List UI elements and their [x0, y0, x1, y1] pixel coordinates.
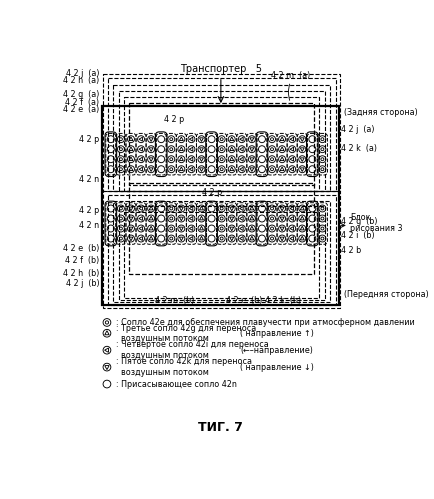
- Text: : Третье сопло 42g для переноса
  воздушным потоком: : Третье сопло 42g для переноса воздушны…: [116, 323, 256, 343]
- Bar: [113, 84, 330, 191]
- Text: 4 2 n: 4 2 n: [79, 221, 99, 230]
- Bar: [118, 206, 325, 300]
- Bar: [113, 201, 330, 302]
- Text: 4 2 i  (b): 4 2 i (b): [341, 231, 375, 240]
- Text: (←–направление): (←–направление): [240, 346, 313, 355]
- Text: (Задняя сторона): (Задняя сторона): [344, 108, 418, 117]
- Text: ( направление ↓): ( направление ↓): [240, 363, 314, 372]
- Bar: [103, 191, 340, 308]
- Text: Блок
рисования 3: Блок рисования 3: [350, 214, 403, 233]
- Bar: [124, 97, 319, 191]
- Bar: [102, 106, 339, 305]
- Text: 4 2 p: 4 2 p: [164, 115, 184, 124]
- Text: 4 2 e  (a): 4 2 e (a): [63, 105, 99, 114]
- Text: 4 2 p: 4 2 p: [201, 188, 222, 197]
- Text: 4 2 j  (a): 4 2 j (a): [341, 125, 375, 134]
- Text: 4 2 h  (a): 4 2 h (a): [63, 76, 99, 85]
- Bar: [108, 78, 335, 191]
- Text: 4 2 j  (a): 4 2 j (a): [66, 69, 99, 78]
- Text: 4 2 b: 4 2 b: [341, 247, 361, 255]
- Text: (Передняя сторона): (Передняя сторона): [344, 290, 429, 299]
- Text: ( направление ↑): ( направление ↑): [240, 329, 314, 338]
- Text: : Сопло 42е для обеспечения плавучести при атмосферном давлении: : Сопло 42е для обеспечения плавучести п…: [116, 318, 415, 327]
- Text: 4 2 k  (b): 4 2 k (b): [265, 295, 301, 304]
- Text: 4 2 g  (b): 4 2 g (b): [341, 217, 378, 226]
- Text: 4 2 f  (a): 4 2 f (a): [65, 98, 99, 107]
- Text: 4 2 f  (b): 4 2 f (b): [65, 255, 99, 264]
- Text: 4 2 h  (b): 4 2 h (b): [63, 268, 99, 277]
- Text: 4 2 p: 4 2 p: [79, 135, 99, 144]
- Bar: [124, 212, 319, 298]
- Bar: [118, 91, 325, 191]
- Bar: [108, 196, 335, 305]
- Text: Транспортер   5: Транспортер 5: [180, 64, 262, 74]
- Bar: [129, 103, 314, 185]
- Bar: [103, 74, 340, 191]
- Text: : Присасывающее сопло 42n: : Присасывающее сопло 42n: [116, 380, 237, 389]
- Text: 4 2 e  (b): 4 2 e (b): [63, 244, 99, 253]
- Text: 4 2 n: 4 2 n: [79, 175, 99, 184]
- Text: 4 2 m  (a): 4 2 m (a): [271, 71, 310, 80]
- Text: ΤИГ. 7: ΤИГ. 7: [198, 422, 243, 435]
- Text: 4 2 p: 4 2 p: [79, 206, 99, 215]
- Bar: [129, 183, 314, 274]
- Text: : Четвертое сопло 42i для переноса
  воздушным потоком: : Четвертое сопло 42i для переноса возду…: [116, 340, 269, 360]
- Text: 4 2 k  (a): 4 2 k (a): [341, 144, 377, 153]
- Text: : Пятое сопло 42k для переноса
  воздушным потоком: : Пятое сопло 42k для переноса воздушным…: [116, 357, 252, 377]
- Text: 4 2 g  (a): 4 2 g (a): [63, 90, 99, 99]
- Text: 4 2 e  (b): 4 2 e (b): [226, 295, 262, 304]
- Text: 4 2 j  (b): 4 2 j (b): [66, 278, 99, 288]
- Text: 4 2 m  (b): 4 2 m (b): [155, 295, 194, 304]
